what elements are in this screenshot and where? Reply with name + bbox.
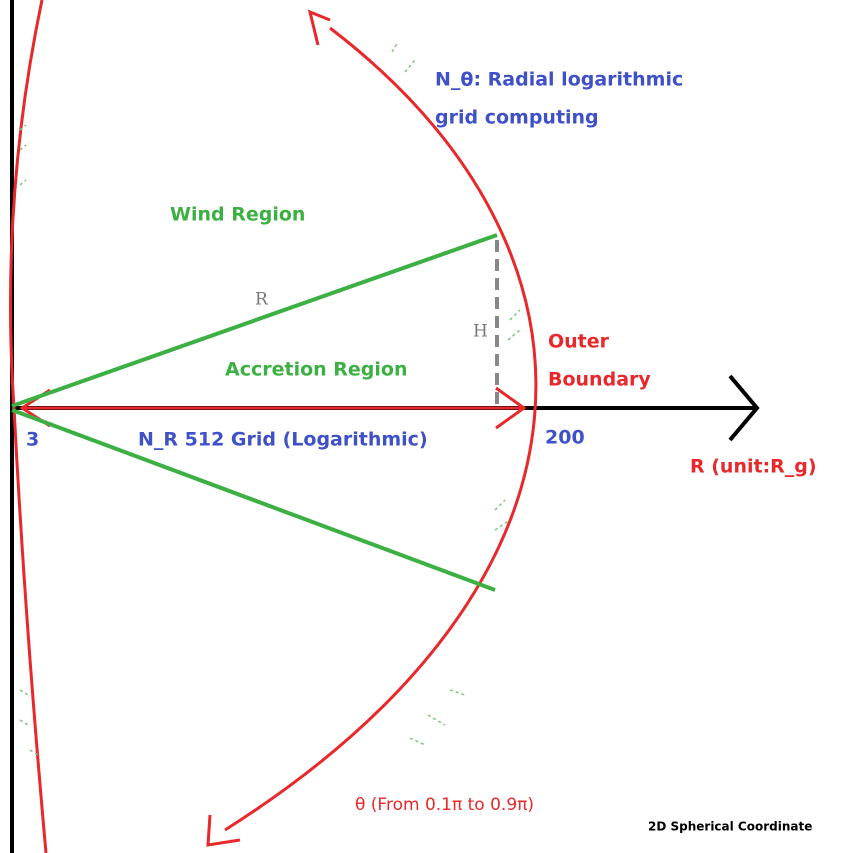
r-axis-label: R (unit:R_g): [690, 456, 817, 478]
caption: 2D Spherical Coordinate: [648, 820, 812, 834]
arc-arrowhead-top: [307, 9, 331, 46]
axis-arrowhead: [728, 374, 760, 442]
axes: [10, 0, 760, 853]
accretion-boundary-line: [11, 408, 496, 592]
n-theta-label: N_θ: Radial logarithmic: [435, 69, 683, 91]
r-label: R: [255, 290, 269, 310]
inner-boundary: [9, 0, 48, 853]
outer-boundary-label: Outer: [548, 331, 610, 353]
outer-radius-label: 200: [545, 427, 585, 449]
outer-boundary-arc: [224, 26, 538, 832]
accretion-region-label: Accretion Region: [225, 359, 408, 381]
outer-boundary-label: Boundary: [548, 369, 651, 391]
n-theta-label: grid computing: [435, 107, 599, 129]
wind-region-label: Wind Region: [170, 204, 305, 226]
wind-boundary-line: [11, 233, 498, 408]
grid-ticks: [19, 41, 521, 756]
arc-arrowhead-bottom: [206, 814, 241, 847]
h-label: H: [473, 322, 488, 342]
theta-label: θ (From 0.1π to 0.9π): [355, 795, 534, 815]
inner-radius-label: 3: [26, 429, 39, 451]
n-r-label: N_R 512 Grid (Logarithmic): [138, 429, 428, 451]
